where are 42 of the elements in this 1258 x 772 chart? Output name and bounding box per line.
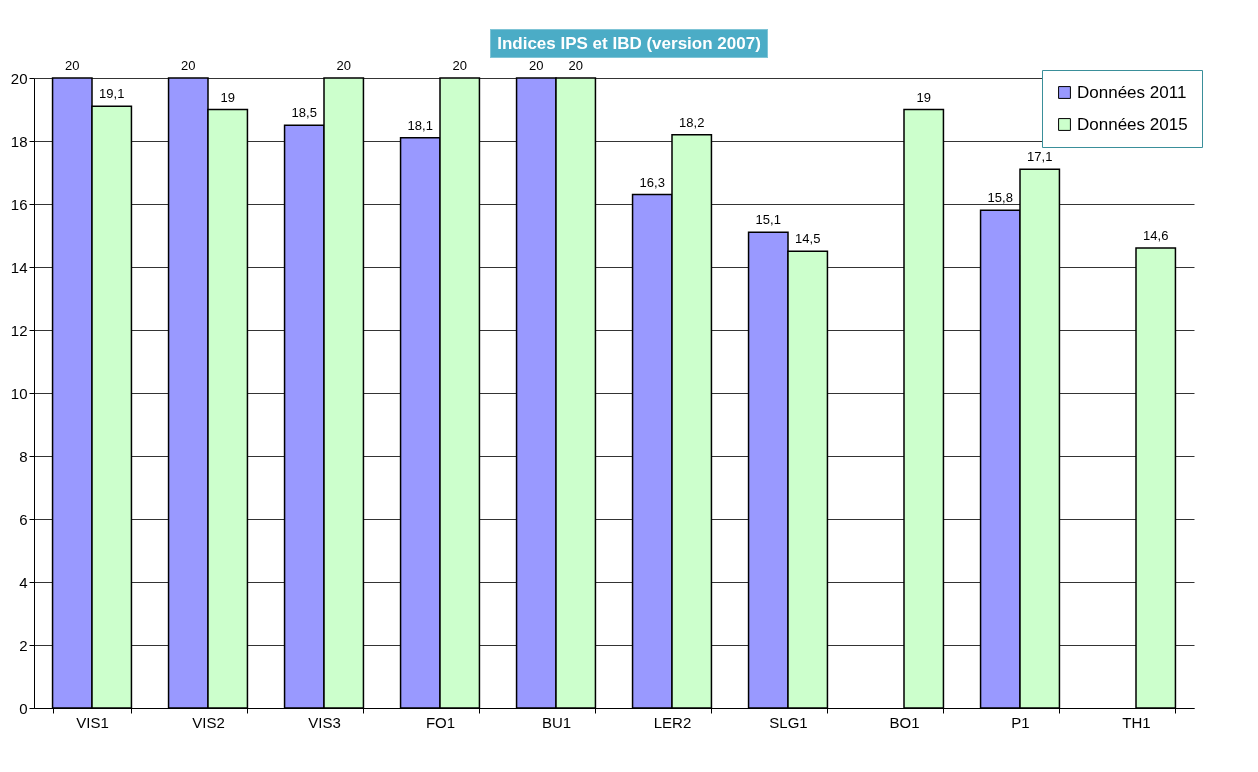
data-label: 14,5 xyxy=(795,231,821,247)
data-label: 20 xyxy=(65,58,80,73)
data-label: 15,1 xyxy=(755,212,781,228)
y-tick-label: 2 xyxy=(19,636,28,654)
x-tick-label: LER2 xyxy=(653,713,692,731)
data-label: 20 xyxy=(336,58,351,73)
y-tick-label: 20 xyxy=(10,69,28,87)
data-label: 20 xyxy=(452,58,467,73)
y-tick-label: 4 xyxy=(19,573,28,591)
data-label: 20 xyxy=(529,58,544,73)
y-tick-label: 12 xyxy=(10,321,28,339)
data-label: 14,6 xyxy=(1143,228,1169,244)
y-tick-label: 18 xyxy=(10,132,28,150)
data-label: 19 xyxy=(220,89,235,105)
x-tick-label: VIS3 xyxy=(308,713,341,731)
data-label: 16,3 xyxy=(639,174,665,190)
legend-label: Données 2011 xyxy=(1077,82,1187,102)
x-tick-label: FO1 xyxy=(425,713,456,731)
data-label: 18,1 xyxy=(407,117,433,133)
data-label: 17,1 xyxy=(1027,149,1053,165)
x-tick-label: VIS2 xyxy=(192,713,225,731)
x-tick-label: BO1 xyxy=(889,713,920,731)
y-tick-label: 16 xyxy=(10,195,28,213)
x-tick-label: P1 xyxy=(1011,713,1030,731)
data-label: 18,5 xyxy=(291,105,317,121)
y-tick-label: 0 xyxy=(19,699,28,717)
data-label: 19 xyxy=(916,89,931,105)
y-tick-label: 14 xyxy=(10,258,28,276)
x-tick-label: VIS1 xyxy=(76,713,109,731)
y-tick-label: 8 xyxy=(19,447,28,465)
data-label: 20 xyxy=(568,58,583,73)
chart-title: Indices IPS et IBD (version 2007) xyxy=(490,29,768,58)
y-tick-label: 10 xyxy=(10,384,28,402)
x-tick-label: BU1 xyxy=(541,713,572,731)
data-label: 19,1 xyxy=(99,86,125,102)
x-tick-label: TH1 xyxy=(1122,713,1151,731)
y-tick-label: 6 xyxy=(19,510,28,528)
data-label: 15,8 xyxy=(987,190,1013,206)
x-tick-label: SLG1 xyxy=(769,713,808,731)
data-label: 18,2 xyxy=(679,114,705,130)
data-label: 20 xyxy=(181,58,196,73)
legend-label: Données 2015 xyxy=(1077,114,1188,134)
